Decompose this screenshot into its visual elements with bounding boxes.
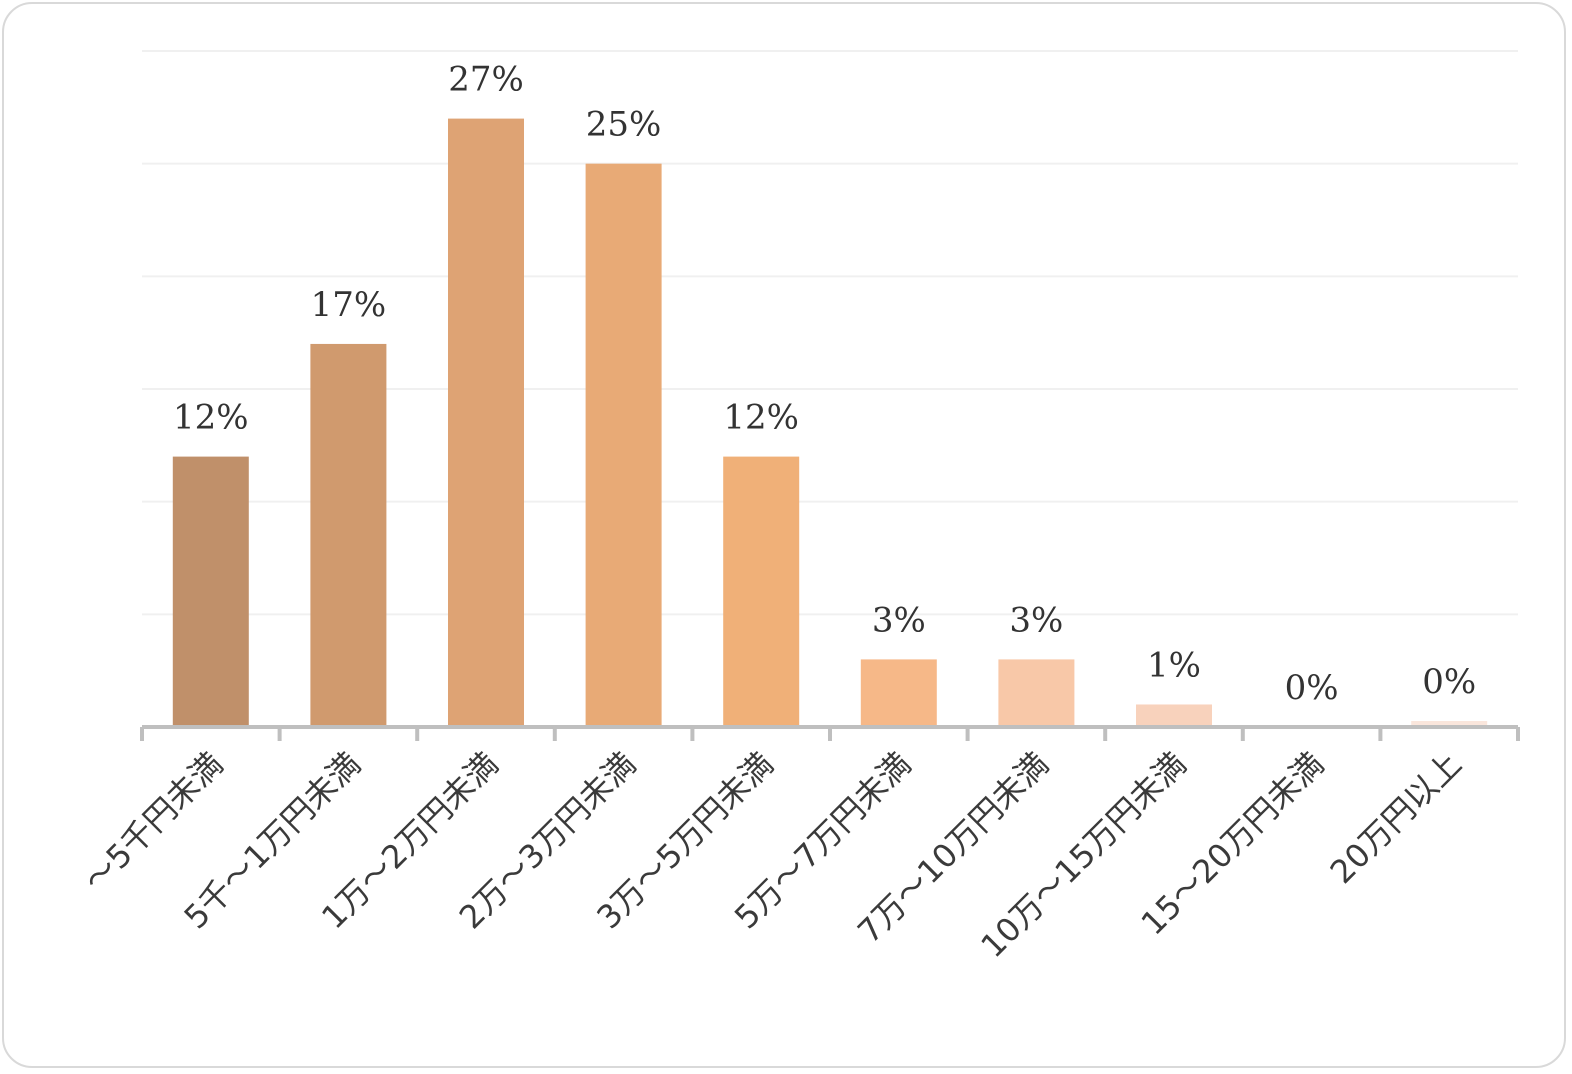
bar [172, 456, 249, 727]
data-label: 27% [448, 60, 524, 100]
data-label: 1% [1147, 645, 1201, 685]
bar [448, 118, 524, 728]
data-label: 0% [1285, 668, 1339, 708]
x-tick-labels: 〜5千円未満5千〜1万円未満1万〜2万円未満2万〜3万円未満3万〜5万円未満5万… [76, 745, 1469, 965]
data-label: 3% [872, 600, 926, 640]
data-label: 25% [586, 105, 662, 145]
bar [860, 659, 937, 727]
bar [998, 659, 1075, 727]
bar [723, 456, 800, 727]
bar [1411, 721, 1488, 727]
x-tick-label: 〜5千円未満 [76, 745, 230, 899]
bar [310, 343, 387, 727]
bar [585, 163, 662, 727]
data-label: 0% [1422, 662, 1476, 702]
data-labels: 12% 17% 27% 25% 12% 3% 3% 1% 0% 0% [173, 60, 1476, 708]
data-label: 3% [1009, 600, 1063, 640]
bars [172, 118, 1488, 728]
x-tick-label: 20万円以上 [1323, 745, 1469, 891]
data-label: 17% [311, 285, 387, 325]
x-axis [140, 725, 1520, 741]
data-label: 12% [173, 398, 249, 438]
bar [1136, 704, 1212, 727]
data-label: 12% [723, 398, 799, 438]
